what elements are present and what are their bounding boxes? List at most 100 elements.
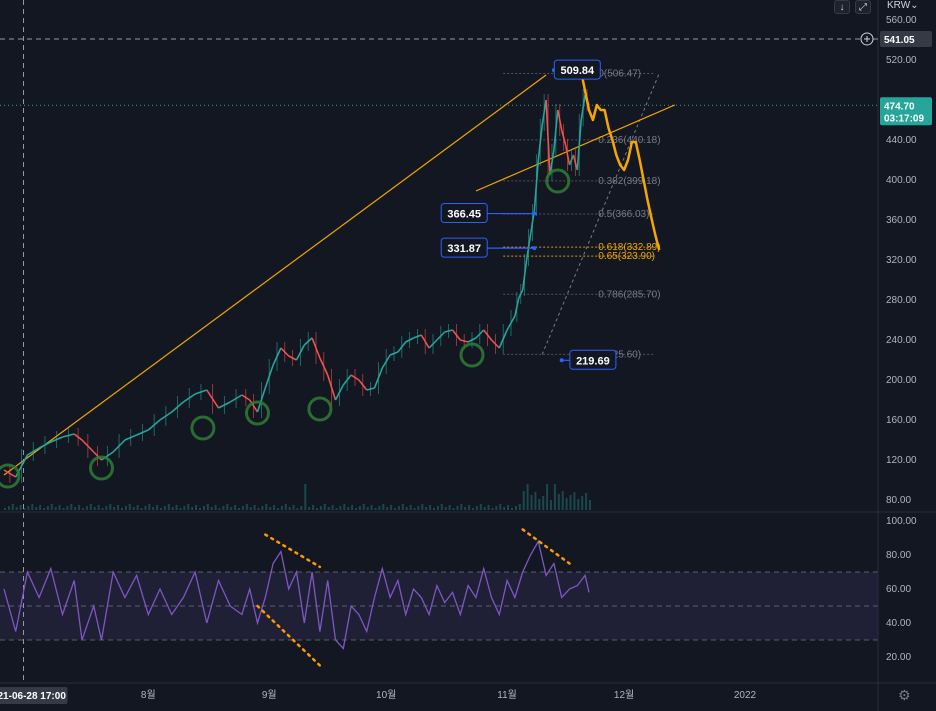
price-labels[interactable]: 509.84 366.45 331.87 219.69 — [440, 59, 617, 370]
trendlines[interactable] — [3, 74, 676, 476]
callout-box[interactable] — [569, 349, 617, 370]
volume-bar — [429, 505, 432, 510]
currency-selector[interactable]: KRW⌄ — [887, 0, 919, 12]
rsi-band-fill — [0, 572, 878, 640]
scroll-down-button[interactable]: ↓ — [834, 0, 850, 14]
volume-bar — [308, 507, 311, 510]
price-series — [3, 89, 590, 483]
volume-bar — [288, 507, 291, 510]
support-circle[interactable] — [545, 168, 571, 194]
candle-countdown: 03:17:09 — [884, 113, 924, 124]
volume-bar — [339, 506, 342, 510]
fib-level-label: 0.65(323.90) — [598, 251, 655, 262]
fit-screen-button[interactable]: ⤢ — [855, 0, 871, 14]
volume-bar — [573, 492, 576, 510]
callout-anchor — [532, 246, 537, 251]
support-circle[interactable] — [190, 415, 216, 441]
volume-bar — [312, 505, 315, 510]
volume-bar — [316, 508, 318, 510]
price-tick-label: 440.00 — [886, 135, 917, 146]
volume-bar — [319, 506, 322, 510]
trendline[interactable] — [475, 104, 676, 192]
forecast-line[interactable] — [579, 71, 661, 251]
volume-bar — [152, 507, 155, 510]
volume-bar — [78, 505, 81, 510]
price-tick-label: 160.00 — [886, 415, 917, 426]
volume-bar — [405, 507, 408, 510]
volume-bar — [304, 484, 307, 510]
fib-level-label: 0.618(332.89) — [598, 242, 660, 253]
support-circle[interactable] — [0, 463, 21, 489]
fib-level-label: 0(506.47) — [598, 69, 641, 80]
volume-bar — [15, 507, 18, 510]
volume-bar — [561, 491, 564, 510]
price-tick-label: 280.00 — [886, 295, 917, 306]
current-price-tag — [880, 97, 932, 126]
price-tick-label: 560.00 — [886, 15, 917, 26]
support-circle[interactable] — [459, 342, 485, 368]
volume-bar — [542, 496, 545, 510]
volume-bar — [444, 507, 447, 510]
volume-bar — [479, 504, 482, 510]
rsi-divergence-line[interactable] — [256, 604, 322, 667]
support-circle[interactable] — [245, 400, 270, 426]
volume-bar — [323, 504, 326, 510]
volume-bar — [448, 505, 451, 510]
volume-bar — [370, 505, 373, 510]
fib-level-label: 0.236(440.18) — [598, 135, 660, 146]
volume-bar — [397, 506, 400, 510]
volume-bar — [518, 504, 521, 510]
volume-bar — [487, 505, 490, 510]
volume-bar — [347, 507, 350, 510]
volume-bar — [113, 507, 116, 510]
volume-bar — [144, 506, 147, 510]
volume-bar — [589, 500, 591, 510]
volume-bar — [132, 507, 135, 510]
gear-icon[interactable]: ⚙ — [898, 687, 911, 703]
volume-bar — [277, 508, 279, 510]
volume-bar — [241, 506, 244, 510]
rsi-line — [3, 539, 590, 650]
volume-bar — [210, 507, 213, 510]
volume-bar — [390, 505, 393, 510]
volume-bar — [31, 504, 34, 510]
volume-bar — [82, 508, 84, 510]
volume-bar — [195, 505, 198, 510]
rsi-tick-label: 100.00 — [886, 516, 917, 527]
volume-bar — [89, 504, 92, 510]
volume-bar — [206, 504, 209, 510]
trendline[interactable] — [3, 74, 547, 476]
volume-bar — [269, 507, 272, 510]
callout-box[interactable] — [553, 59, 601, 80]
rsi-band — [0, 571, 878, 641]
volume-bar — [538, 499, 541, 510]
rsi-divergence-line[interactable] — [521, 528, 571, 565]
volume-bar — [284, 504, 287, 510]
volume-bar — [327, 507, 330, 510]
crosshair-price-value: 541.05 — [884, 35, 915, 46]
currency-label: KRW — [887, 0, 911, 11]
volume-bar — [585, 493, 588, 510]
rsi-divergences[interactable] — [256, 528, 571, 667]
volume-bar — [140, 508, 143, 510]
volume-bar — [257, 508, 260, 510]
volume-bar — [7, 506, 10, 510]
support-circles[interactable] — [0, 168, 571, 489]
support-circle[interactable] — [89, 455, 114, 481]
callout-box[interactable] — [440, 237, 488, 258]
volume-bar — [70, 504, 73, 510]
volume-bar — [530, 495, 533, 510]
volume-bar — [265, 504, 268, 510]
volume-bar — [35, 507, 38, 510]
volume-bar — [163, 506, 166, 510]
forecast-path[interactable] — [579, 71, 661, 251]
support-circle[interactable] — [307, 396, 333, 422]
volume-bar — [331, 505, 334, 510]
time-tick-label: 8월 — [141, 689, 156, 701]
volume-bar — [121, 508, 123, 510]
callout-box[interactable] — [440, 203, 488, 224]
volume-bar — [491, 508, 494, 510]
volume-bar — [343, 504, 346, 510]
